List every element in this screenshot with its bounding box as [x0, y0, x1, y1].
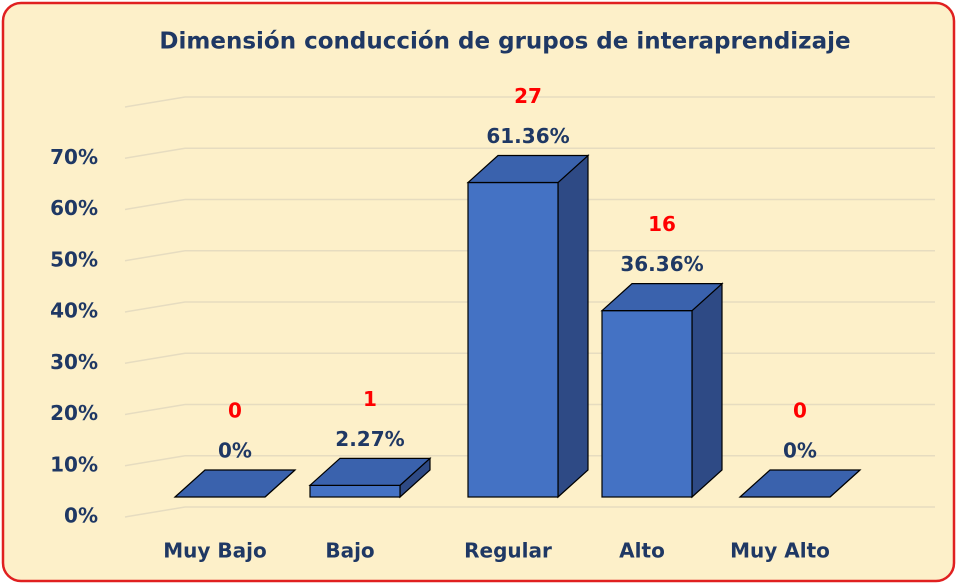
chart-title: Dimensión conducción de grupos de intera…: [159, 29, 850, 55]
grid-line: [124, 147, 935, 159]
y-tick-label: 0%: [64, 504, 98, 528]
count-label: 0: [793, 399, 807, 423]
bar-side: [691, 282, 723, 499]
grid-line: [124, 198, 935, 211]
y-tick-label: 50%: [50, 247, 98, 271]
value-label: 0%: [218, 439, 252, 463]
y-tick-label: 10%: [50, 452, 98, 476]
bar-side: [557, 154, 589, 499]
y-tick-label: 30%: [50, 350, 98, 374]
bar-top: [600, 283, 724, 312]
value-label: 2.27%: [335, 427, 404, 451]
grid-line: [124, 96, 935, 108]
value-label: 36.36%: [620, 252, 703, 276]
y-tick-label: 20%: [50, 401, 98, 425]
value-label: 61.36%: [486, 124, 569, 148]
grid-line: [124, 506, 935, 518]
count-label: 27: [514, 84, 542, 108]
bar: [467, 181, 559, 498]
value-label: 0%: [783, 439, 817, 463]
y-tick-label: 60%: [50, 196, 98, 220]
x-tick-label: Muy Bajo: [163, 539, 266, 563]
bar-top: [466, 154, 590, 184]
bar-top: [173, 469, 297, 498]
x-tick-label: Muy Alto: [730, 539, 830, 563]
bar: [309, 484, 401, 498]
count-label: 1: [363, 387, 377, 411]
x-tick-label: Alto: [619, 539, 665, 563]
count-label: 0: [228, 399, 242, 423]
x-tick-label: Regular: [464, 539, 552, 563]
y-tick-label: 70%: [50, 145, 98, 169]
y-tick-label: 40%: [50, 299, 98, 323]
bar-top: [308, 457, 432, 486]
bar-top: [738, 469, 862, 498]
count-label: 16: [648, 212, 676, 236]
bar: [601, 310, 693, 498]
grid-line: [124, 250, 935, 262]
x-tick-label: Bajo: [325, 539, 374, 563]
